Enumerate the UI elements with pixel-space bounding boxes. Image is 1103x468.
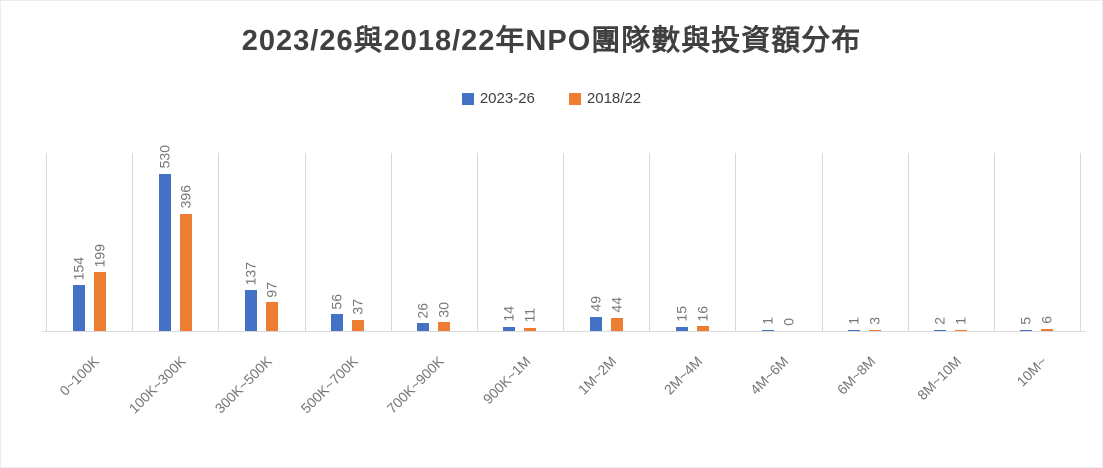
legend-swatch-2023-26 xyxy=(461,92,474,105)
value-label-2018/22-900K~1M: 11 xyxy=(521,308,538,323)
bar-2023-26-100K~300K xyxy=(158,173,171,331)
gridline xyxy=(132,153,133,331)
value-label-2023-26-10M~: 5 xyxy=(1017,316,1034,325)
value-label-2023-26-300K~500K: 137 xyxy=(242,262,259,286)
x-axis-label-1M~2M: 1M~2M xyxy=(574,353,620,398)
bar-2023-26-2M~4M xyxy=(675,326,688,331)
value-label-2023-26-500K~700K: 56 xyxy=(328,293,345,310)
bar-2023-26-500K~700K xyxy=(331,314,344,331)
value-label-2023-26-2M~4M: 15 xyxy=(673,306,690,322)
bar-2023-26-900K~1M xyxy=(503,326,516,331)
gridline xyxy=(822,153,823,331)
value-label-2018/22-0~100K: 199 xyxy=(91,243,108,267)
gridline xyxy=(908,153,909,331)
x-axis-label-10M~: 10M~ xyxy=(1013,353,1051,390)
value-label-2018/22-300K~500K: 97 xyxy=(263,281,280,298)
bar-2023-26-4M~6M xyxy=(761,329,774,331)
gridline xyxy=(305,153,306,331)
value-label-2018/22-700K~900K: 30 xyxy=(435,301,452,318)
x-axis-label-900K~1M: 900K~1M xyxy=(479,353,534,407)
x-axis-label-0~100K: 0~100K xyxy=(56,353,103,399)
x-axis-label-6M~8M: 6M~8M xyxy=(833,353,878,398)
x-axis-line xyxy=(42,331,1086,332)
value-label-2018/22-1M~2M: 44 xyxy=(608,297,625,313)
value-label-2018/22-8M~10M: 1 xyxy=(952,316,969,325)
value-label-2018/22-500K~700K: 37 xyxy=(349,299,366,315)
legend-label-2018-22: 2018/22 xyxy=(586,90,642,107)
value-label-2018/22-4M~6M: 0 xyxy=(780,318,797,326)
value-label-2023-26-1M~2M: 49 xyxy=(587,295,604,312)
bar-2023-26-700K~900K xyxy=(417,323,430,331)
gridline xyxy=(649,153,650,331)
x-axis-label-8M~10M: 8M~10M xyxy=(913,353,965,404)
gridline xyxy=(735,153,736,331)
value-label-2023-26-900K~1M: 14 xyxy=(500,306,517,322)
value-label-2023-26-8M~10M: 2 xyxy=(931,316,948,325)
bar-2018/22-6M~8M xyxy=(869,329,882,331)
bar-2018/22-300K~500K xyxy=(265,302,278,331)
bar-2018/22-10M~ xyxy=(1041,329,1054,331)
bar-2023-26-1M~2M xyxy=(589,316,602,331)
bar-2023-26-10M~ xyxy=(1020,329,1033,331)
bar-2018/22-0~100K xyxy=(93,272,106,331)
x-axis-label-300K~500K: 300K~500K xyxy=(211,353,275,417)
legend-item-2023-26: 2023-26 xyxy=(461,90,535,107)
legend: 2023-26 2018/22 xyxy=(1,90,1102,107)
legend-item-2018-22: 2018/22 xyxy=(568,90,642,107)
bar-2018/22-100K~300K xyxy=(179,213,192,331)
bar-2023-26-0~100K xyxy=(72,285,85,331)
value-label-2023-26-700K~900K: 26 xyxy=(414,302,431,319)
bar-2023-26-6M~8M xyxy=(848,329,861,331)
value-label-2018/22-10M~: 6 xyxy=(1038,316,1055,325)
x-axis-label-700K~900K: 700K~900K xyxy=(383,353,448,417)
bar-2018/22-900K~1M xyxy=(524,327,537,331)
plot-area: 154 199 0~100K 530 396 100K~300K 137 97 300K~500… xyxy=(42,145,1086,416)
legend-label-2023-26: 2023-26 xyxy=(479,90,535,107)
bar-2023-26-300K~500K xyxy=(244,290,257,331)
chart-title: 2023/26與2018/22年NPO團隊數與投資額分布 xyxy=(241,25,862,57)
value-label-2018/22-2M~4M: 16 xyxy=(694,305,711,322)
gridline xyxy=(477,153,478,331)
value-label-2023-26-100K~300K: 530 xyxy=(156,145,173,169)
gridline xyxy=(563,153,564,331)
bar-2018/22-1M~2M xyxy=(610,317,623,331)
gridline xyxy=(218,153,219,331)
value-label-2018/22-100K~300K: 396 xyxy=(177,185,194,209)
x-axis-label-2M~4M: 2M~4M xyxy=(660,353,706,398)
x-axis-label-100K~300K: 100K~300K xyxy=(125,353,189,417)
x-axis-label-500K~700K: 500K~700K xyxy=(297,353,361,417)
gridline xyxy=(994,153,995,331)
bar-2018/22-700K~900K xyxy=(438,322,451,331)
x-axis-label-4M~6M: 4M~6M xyxy=(747,353,792,398)
value-label-2018/22-6M~8M: 3 xyxy=(866,316,883,325)
value-label-2023-26-6M~8M: 1 xyxy=(845,316,862,325)
bar-2018/22-8M~10M xyxy=(955,329,968,331)
gridline xyxy=(1080,153,1081,331)
bar-2023-26-8M~10M xyxy=(934,329,947,331)
bar-2018/22-2M~4M xyxy=(696,326,709,331)
gridline xyxy=(391,153,392,331)
legend-swatch-2018-22 xyxy=(568,92,581,105)
gridline xyxy=(46,153,47,331)
value-label-2023-26-4M~6M: 1 xyxy=(759,316,776,325)
value-label-2023-26-0~100K: 154 xyxy=(70,256,87,281)
bar-2018/22-500K~700K xyxy=(352,320,365,331)
